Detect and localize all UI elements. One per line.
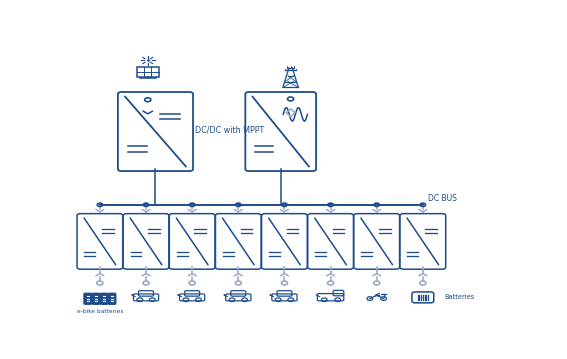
FancyBboxPatch shape — [108, 293, 116, 304]
Text: DC BUS: DC BUS — [428, 194, 457, 202]
FancyBboxPatch shape — [354, 214, 400, 269]
FancyBboxPatch shape — [123, 214, 169, 269]
Text: DC/DC with MPPT: DC/DC with MPPT — [195, 126, 264, 135]
FancyBboxPatch shape — [92, 293, 100, 304]
Text: Batteries: Batteries — [445, 294, 475, 300]
FancyBboxPatch shape — [77, 214, 122, 269]
FancyBboxPatch shape — [308, 214, 353, 269]
Text: e-bike batteries: e-bike batteries — [77, 309, 123, 314]
FancyBboxPatch shape — [215, 214, 261, 269]
FancyBboxPatch shape — [246, 92, 316, 171]
Bar — [137, 67, 159, 76]
FancyBboxPatch shape — [84, 293, 91, 304]
FancyBboxPatch shape — [118, 92, 193, 171]
FancyBboxPatch shape — [400, 214, 446, 269]
FancyBboxPatch shape — [100, 293, 108, 304]
FancyBboxPatch shape — [170, 214, 215, 269]
FancyBboxPatch shape — [261, 214, 307, 269]
